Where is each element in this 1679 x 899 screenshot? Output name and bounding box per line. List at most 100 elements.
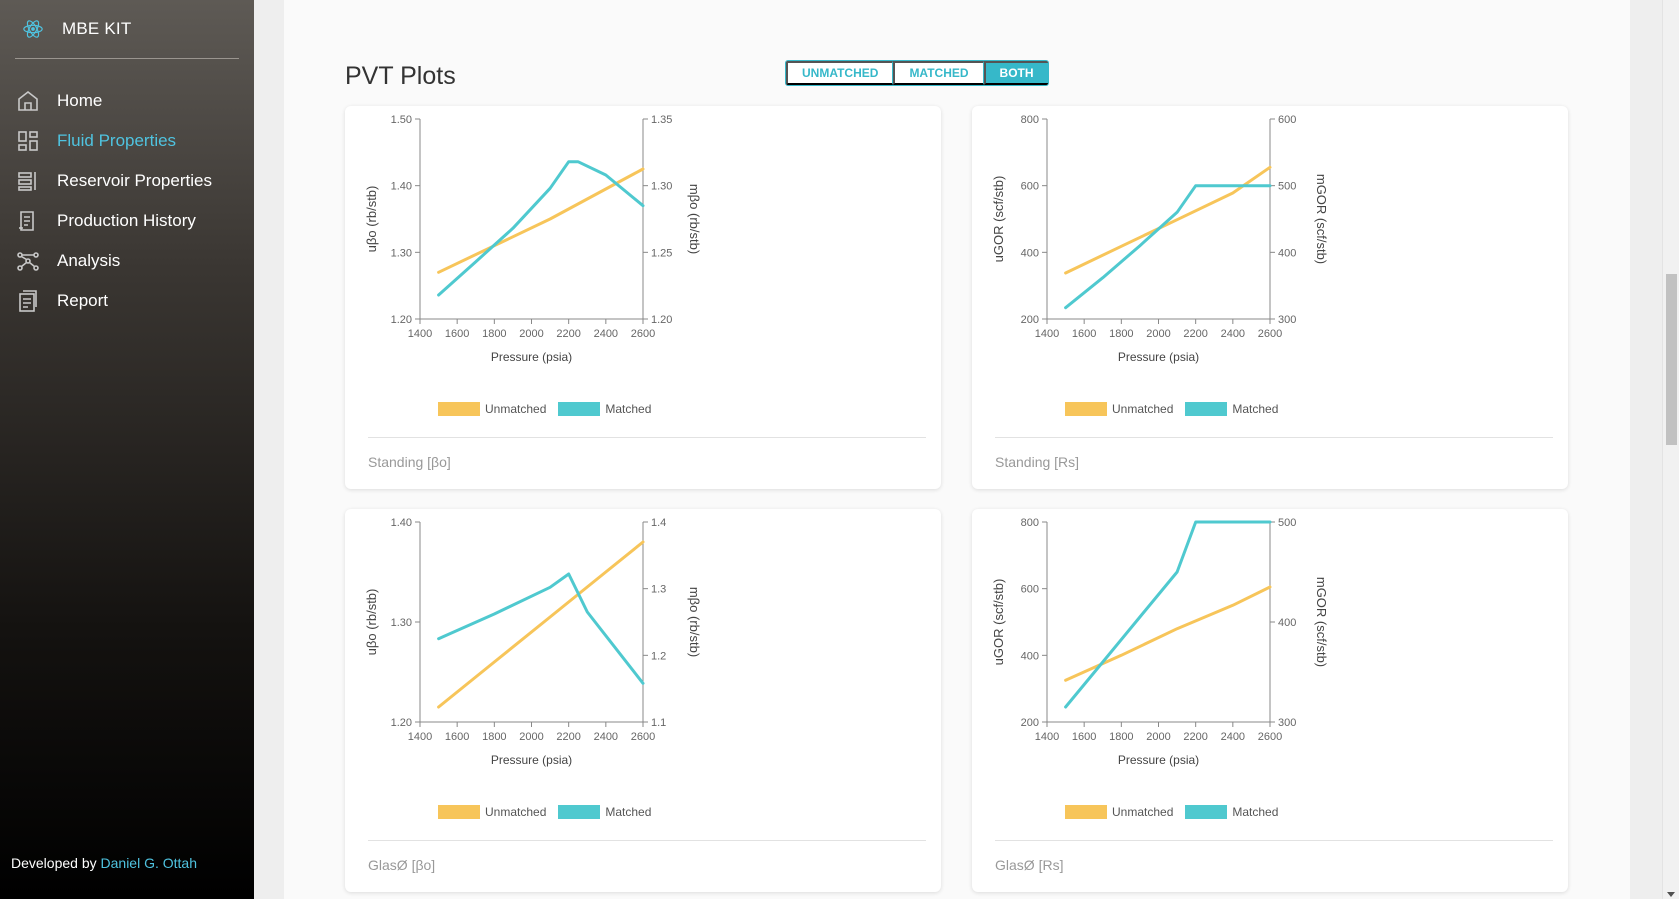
y2-tick-label: 300	[1278, 314, 1296, 326]
y2-tick-label: 1.35	[651, 114, 672, 126]
chart-card-standing-rs: 1400 1600 1800 2000 2200 2400 2600 200 400 600 800…	[972, 106, 1568, 489]
x-tick-label: 1800	[1109, 328, 1133, 340]
y-axis-title: uβo (rb/stb)	[364, 589, 379, 656]
y-tick-label: 800	[1021, 114, 1039, 126]
y2-axis-title: mβo (rb/stb)	[687, 587, 702, 657]
chart-standing-rs: 1400 1600 1800 2000 2200 2400 2600 200 400 600 800…	[991, 114, 1329, 364]
sidebar-item-production-history[interactable]: Production History	[0, 201, 254, 241]
legend-label: Unmatched	[485, 402, 547, 416]
sidebar-item-label: Analysis	[57, 251, 121, 270]
chart-legend: Unmatched Matched	[438, 805, 663, 819]
legend-matched[interactable]: Matched	[558, 805, 651, 819]
legend-matched[interactable]: Matched	[1185, 402, 1278, 416]
y2-axis-title: mGOR (scf/stb)	[1314, 577, 1329, 667]
y-tick-label: 200	[1021, 717, 1039, 729]
x-tick-label: 1600	[445, 328, 469, 340]
card-divider	[368, 840, 926, 841]
legend-unmatched[interactable]: Unmatched	[438, 805, 546, 819]
x-tick-label: 2000	[1146, 731, 1170, 743]
legend-swatch-unmatched	[438, 402, 480, 416]
x-axis-title: Pressure (psia)	[491, 350, 572, 364]
legend-swatch-matched	[558, 402, 601, 416]
sidebar-item-label: Report	[57, 291, 109, 310]
y-tick-label: 1.20	[391, 717, 412, 729]
report-icon	[16, 289, 40, 313]
card-divider	[368, 437, 926, 438]
legend-swatch-matched	[1185, 402, 1228, 416]
y-tick-label: 200	[1021, 314, 1039, 326]
legend-matched[interactable]: Matched	[1185, 805, 1278, 819]
view-toggle: UNMATCHED MATCHED BOTH	[785, 60, 1049, 86]
sidebar-item-reservoir-properties[interactable]: Reservoir Properties	[0, 161, 254, 201]
toggle-unmatched-button[interactable]: UNMATCHED	[786, 61, 894, 85]
sidebar: MBE KIT Home Fluid Properties Reservoir …	[0, 0, 254, 899]
author-link[interactable]: Daniel G. Ottah	[100, 855, 198, 871]
brand-divider	[15, 58, 239, 59]
page-scrollbar[interactable]	[1662, 0, 1679, 899]
x-tick-label: 2600	[1258, 328, 1282, 340]
x-tick-label: 2200	[556, 731, 580, 743]
x-tick-label: 2200	[556, 328, 580, 340]
sidebar-item-fluid-properties[interactable]: Fluid Properties	[0, 121, 254, 161]
series-line-unmatched	[1064, 585, 1272, 682]
sidebar-nav: Home Fluid Properties Reservoir Properti…	[0, 81, 254, 321]
legend-label: Unmatched	[1112, 402, 1174, 416]
x-axis-title: Pressure (psia)	[491, 753, 572, 767]
x-tick-label: 2000	[1146, 328, 1170, 340]
series-line-matched	[437, 160, 645, 297]
chart-legend: Unmatched Matched	[438, 402, 663, 416]
legend-unmatched[interactable]: Unmatched	[438, 402, 546, 416]
y2-tick-label: 300	[1278, 717, 1296, 729]
scroll-down-arrow-icon[interactable]	[1667, 892, 1675, 897]
sidebar-item-report[interactable]: Report	[0, 281, 254, 321]
toggle-both-button[interactable]: BOTH	[983, 61, 1048, 85]
card-divider	[995, 840, 1553, 841]
sidebar-item-analysis[interactable]: Analysis	[0, 241, 254, 281]
card-caption: GlasØ [Rs]	[995, 857, 1064, 873]
y2-tick-label: 1.30	[651, 181, 672, 193]
y2-tick-label: 500	[1278, 517, 1296, 529]
y-tick-label: 400	[1021, 247, 1039, 259]
y2-tick-label: 1.3	[651, 584, 666, 596]
legend-swatch-matched	[558, 805, 601, 819]
x-tick-label: 1800	[482, 328, 506, 340]
y2-tick-label: 600	[1278, 114, 1296, 126]
x-axis-title: Pressure (psia)	[1118, 753, 1199, 767]
toggle-matched-button[interactable]: MATCHED	[893, 61, 984, 85]
x-tick-label: 2600	[631, 731, 655, 743]
chart-card-glaso-rs: 1400 1600 1800 2000 2200 2400 2600 200 400 600 800…	[972, 509, 1568, 892]
legend-label: Matched	[605, 805, 652, 819]
sidebar-item-label: Fluid Properties	[57, 131, 177, 150]
legend-label: Matched	[1232, 805, 1279, 819]
chart-legend: Unmatched Matched	[1065, 402, 1290, 416]
x-tick-label: 2200	[1183, 328, 1207, 340]
sidebar-item-home[interactable]: Home	[0, 81, 254, 121]
y-tick-label: 1.50	[391, 114, 412, 126]
x-tick-label: 2000	[519, 328, 543, 340]
y2-tick-label: 400	[1278, 247, 1296, 259]
card-caption: GlasØ [βo]	[368, 857, 436, 873]
x-tick-label: 2600	[1258, 731, 1282, 743]
analysis-icon	[16, 249, 40, 273]
card-divider	[995, 437, 1553, 438]
y-tick-label: 1.30	[391, 617, 412, 629]
chart-legend: Unmatched Matched	[1065, 805, 1290, 819]
legend-unmatched[interactable]: Unmatched	[1065, 805, 1173, 819]
scrollbar-thumb[interactable]	[1666, 274, 1677, 445]
y-tick-label: 400	[1021, 650, 1039, 662]
y2-tick-label: 1.20	[651, 314, 672, 326]
sidebar-item-label: Home	[57, 91, 103, 110]
legend-unmatched[interactable]: Unmatched	[1065, 402, 1173, 416]
home-icon	[16, 89, 40, 113]
chart-card-standing-bo: 1400 1600 1800 2000 2200 2400 2600 1.20 1.30 1.40…	[345, 106, 941, 489]
chart-card-glaso-bo: 1400 1600 1800 2000 2200 2400 2600 1.20 1.30 1.40…	[345, 509, 941, 892]
y2-tick-label: 1.1	[651, 717, 666, 729]
y-tick-label: 1.20	[391, 314, 412, 326]
brand[interactable]: MBE KIT	[0, 0, 254, 58]
series-line-unmatched	[437, 540, 645, 709]
sidebar-item-label: Reservoir Properties	[57, 171, 212, 190]
y-axis-title: uβo (rb/stb)	[364, 186, 379, 253]
card-caption: Standing [βo]	[368, 454, 451, 470]
legend-matched[interactable]: Matched	[558, 402, 651, 416]
history-icon	[16, 209, 40, 233]
